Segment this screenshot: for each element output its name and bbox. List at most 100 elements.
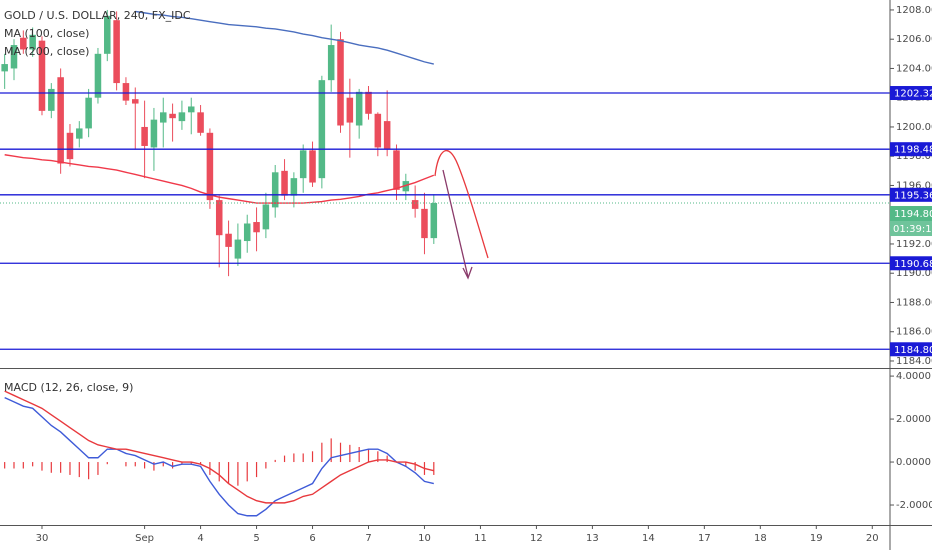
candle-body — [169, 113, 176, 119]
macd-line — [4, 390, 434, 504]
x-tick-label: Sep — [135, 533, 154, 544]
candle-body — [215, 200, 223, 236]
y-tick-label: 1188.00 — [896, 297, 932, 308]
candle-body — [113, 20, 120, 84]
y-tick-label: 1196.00 — [896, 180, 932, 191]
level-label: 1202.32 — [894, 89, 932, 100]
x-tick-label: 6 — [309, 533, 315, 544]
candle-body — [141, 126, 148, 146]
x-tick-label: 12 — [530, 533, 543, 544]
candle-body — [411, 200, 419, 209]
countdown-box — [890, 221, 932, 237]
candle-body — [48, 88, 55, 111]
candle-body — [132, 99, 139, 104]
drawing-arrow — [442, 169, 469, 278]
y-tick-label: 1206.00 — [896, 34, 932, 45]
candle-body — [290, 178, 298, 196]
candle-body — [430, 203, 438, 239]
candle-body — [383, 121, 391, 149]
candle-body — [150, 119, 158, 148]
candle-body — [122, 83, 130, 101]
level-label-box — [890, 142, 932, 157]
chart-title: GOLD / U.S. DOLLAR, 240, FX_IDC — [4, 9, 191, 22]
y-tick-label: 1198.00 — [896, 151, 932, 162]
legend-entry: MA (200, close) — [4, 45, 89, 58]
candle-body — [318, 80, 326, 179]
y-tick-label: 1186.00 — [896, 327, 932, 338]
candle-body — [225, 233, 232, 247]
x-tick-label: 14 — [642, 533, 655, 544]
candle-body — [253, 222, 260, 233]
candle-body — [355, 91, 363, 126]
y-tick-label: 2.0000 — [896, 414, 931, 425]
candle-body — [271, 172, 279, 208]
y-tick-label: -2.0000 — [896, 500, 932, 511]
macd-line — [4, 396, 434, 517]
candle-body — [57, 77, 64, 164]
candle-body — [374, 113, 382, 148]
y-tick-label: 0.0000 — [896, 457, 931, 468]
last-price-box — [890, 206, 932, 222]
candle-body — [94, 53, 102, 98]
x-tick-label: 13 — [586, 533, 599, 544]
candle-body — [159, 112, 167, 123]
candle-body — [187, 106, 195, 113]
y-tick-label: 1208.00 — [896, 5, 932, 16]
candle-body — [29, 34, 36, 50]
candle-body — [365, 91, 372, 114]
x-tick-label: 18 — [754, 533, 767, 544]
level-label: 1190.68 — [894, 259, 932, 270]
candle-body — [38, 40, 46, 111]
moving-average-line — [135, 10, 434, 65]
countdown-label: 01:39:12 — [893, 224, 932, 235]
level-label-box — [890, 187, 932, 202]
candle-body — [346, 97, 354, 123]
candle-body — [104, 15, 111, 54]
y-tick-label: 1192.00 — [896, 239, 932, 250]
candle-body — [281, 170, 288, 196]
candle-body — [76, 128, 83, 139]
candle-body — [337, 39, 344, 126]
x-tick-label: 19 — [810, 533, 823, 544]
candle-body — [243, 223, 251, 242]
y-tick-label: 1184.00 — [896, 356, 932, 367]
x-tick-label: 10 — [418, 533, 431, 544]
x-tick-label: 20 — [866, 533, 879, 544]
candle-body — [197, 112, 204, 133]
x-tick-label: 30 — [36, 533, 49, 544]
candle-body — [234, 239, 242, 259]
candle-body — [309, 150, 316, 183]
drawing-curve — [434, 150, 489, 259]
macd-pane — [4, 390, 435, 517]
candle-body — [262, 204, 270, 230]
candle-body — [206, 132, 214, 201]
level-label-box — [890, 342, 932, 357]
candle-body — [10, 45, 18, 69]
level-label: 1195.36 — [894, 190, 932, 201]
candle-body — [178, 112, 186, 122]
candle-body — [299, 150, 307, 179]
y-tick-label: 1204.00 — [896, 63, 932, 74]
y-tick-label: 1200.00 — [896, 122, 932, 133]
moving-average-line — [4, 154, 435, 204]
candle-body — [85, 97, 92, 129]
legend-entry: MA (100, close) — [4, 27, 89, 40]
indicator-title: MACD (12, 26, close, 9) — [4, 381, 133, 394]
y-tick-label: 4.0000 — [896, 371, 931, 382]
level-label-box — [890, 256, 932, 271]
price-pane — [0, 9, 890, 350]
candle-body — [393, 150, 400, 190]
x-tick-label: 5 — [253, 533, 259, 544]
candle-body — [1, 64, 8, 72]
level-label: 1184.80 — [894, 345, 932, 356]
x-tick-label: 7 — [365, 533, 371, 544]
candle-body — [66, 132, 74, 160]
drawing-arrow-head — [462, 266, 473, 280]
candle-body — [327, 45, 335, 81]
candle-body — [421, 208, 428, 239]
x-tick-label: 17 — [698, 533, 711, 544]
x-tick-label: 11 — [474, 533, 487, 544]
candle-body — [20, 37, 27, 50]
y-tick-label: 1190.00 — [896, 268, 932, 279]
